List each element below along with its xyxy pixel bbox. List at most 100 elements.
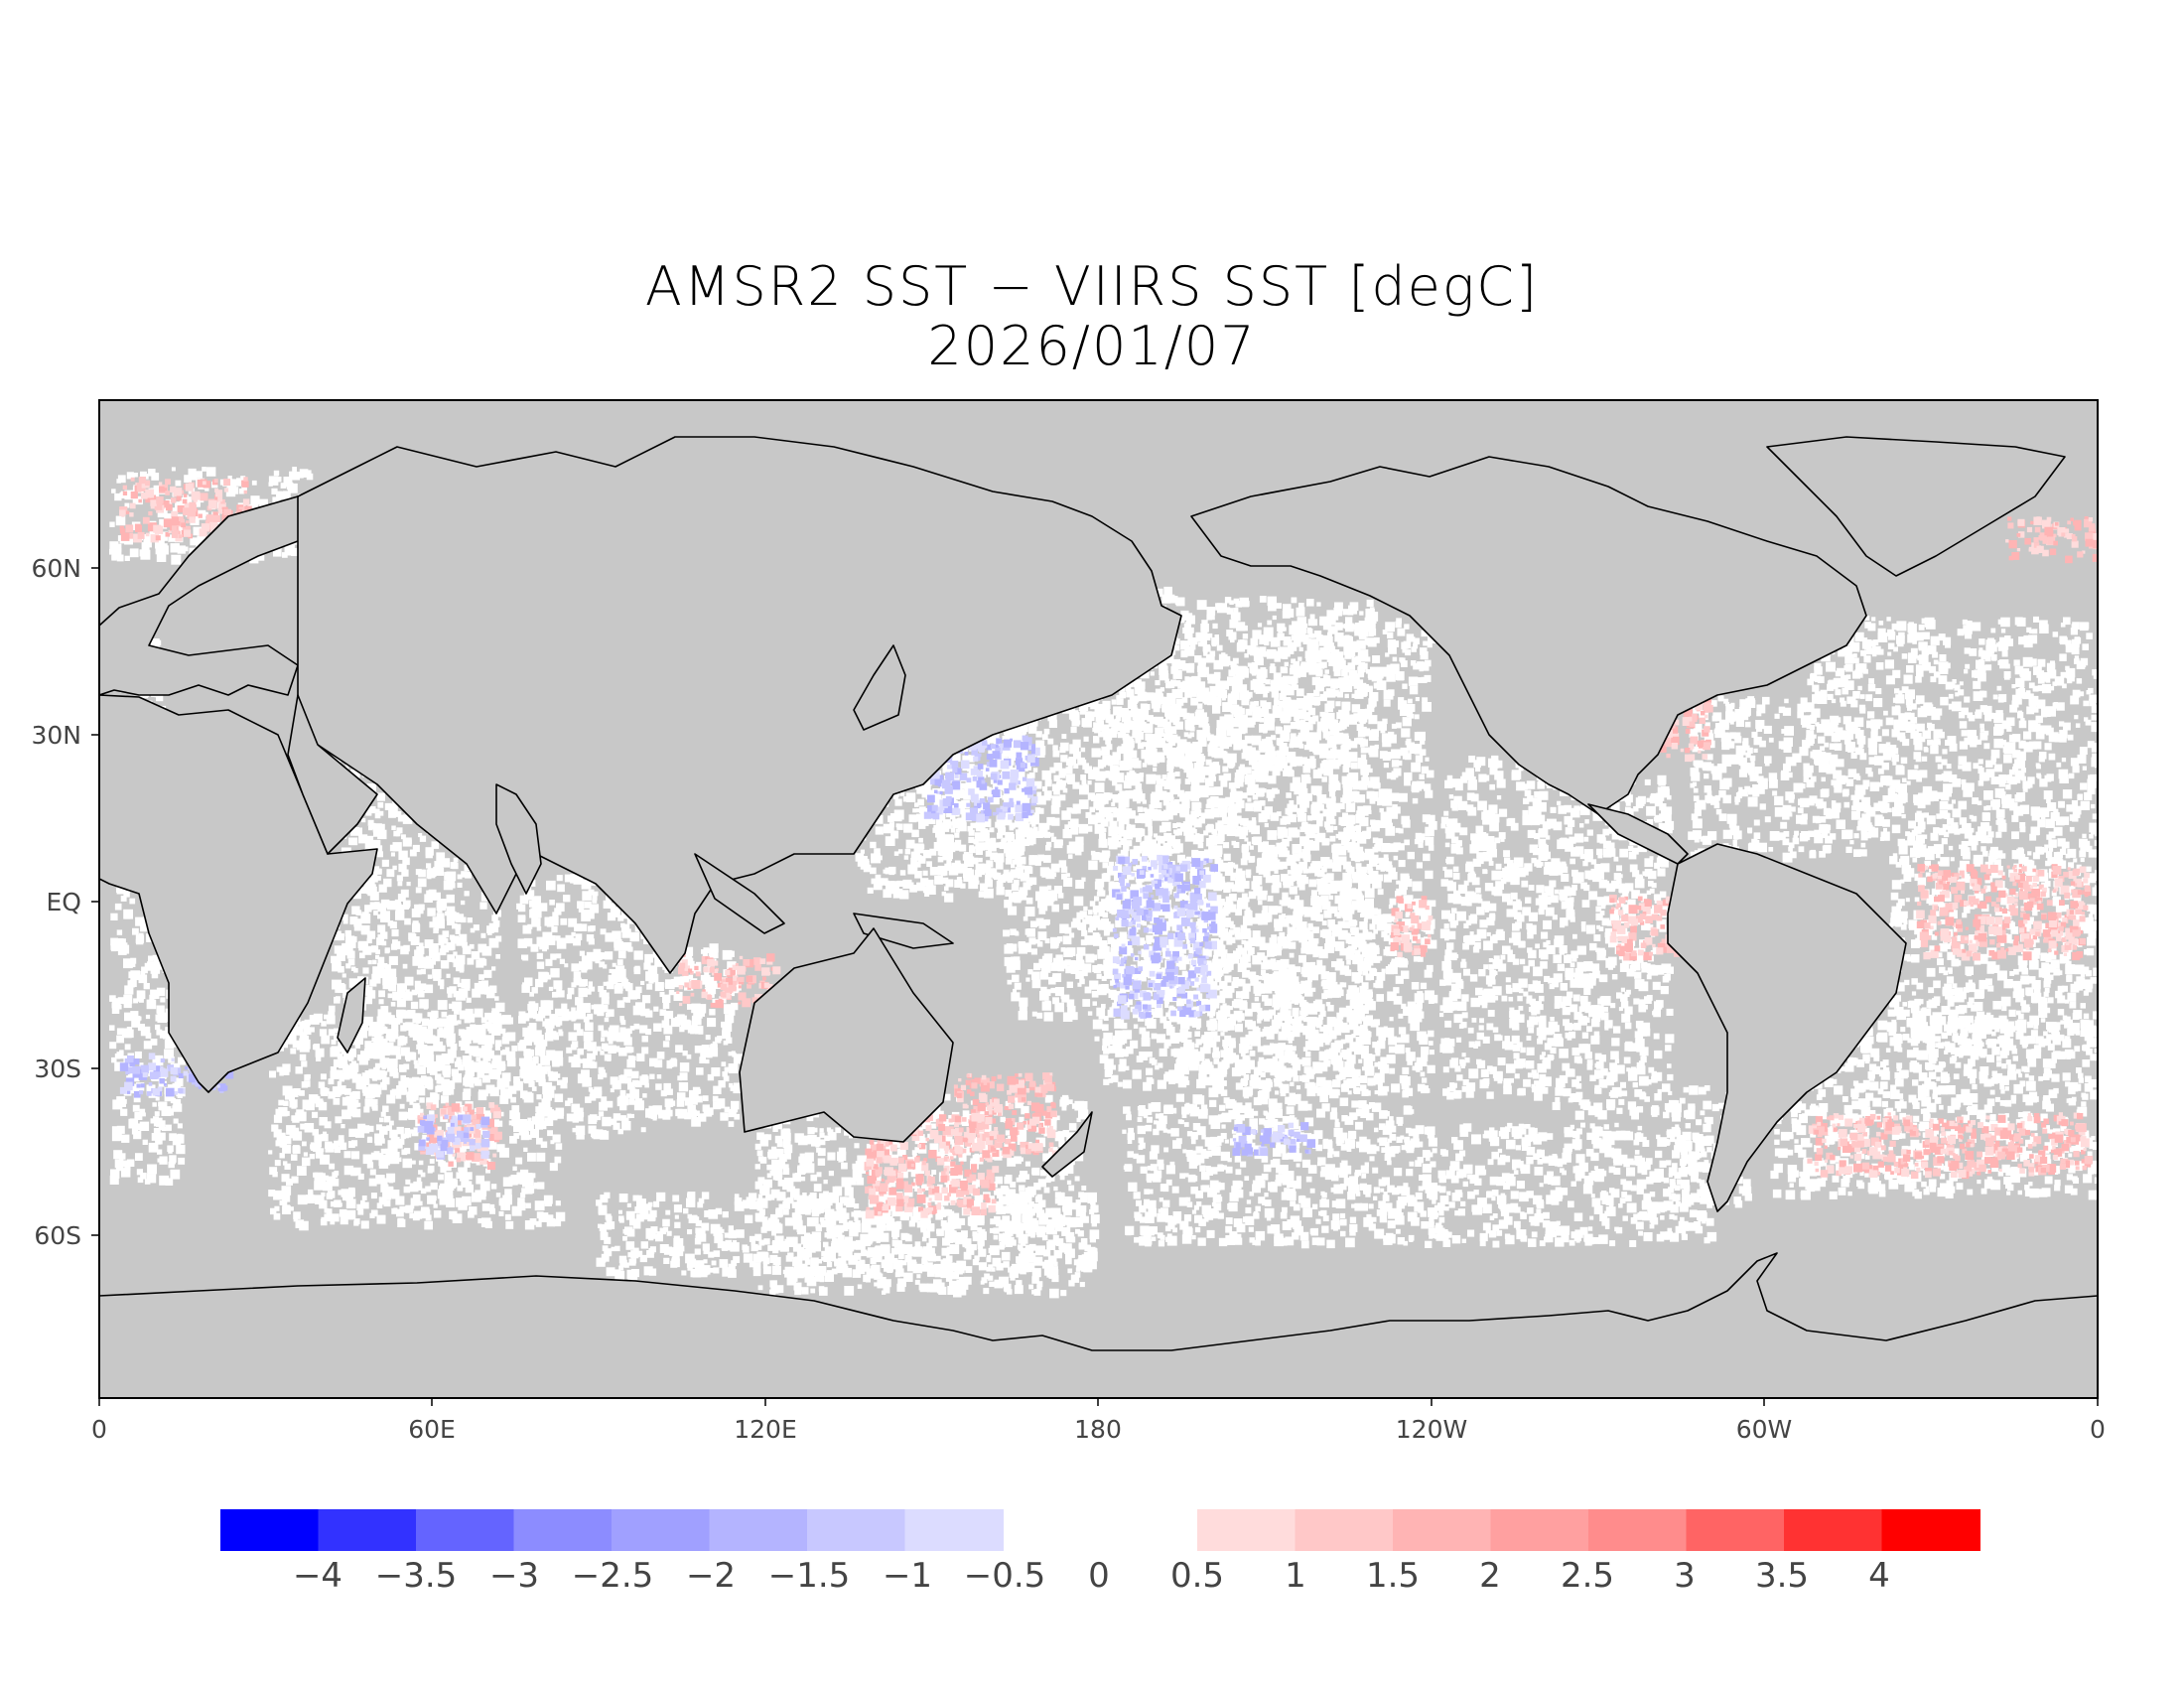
data-cell xyxy=(371,1104,378,1111)
data-cell xyxy=(571,963,580,972)
data-cell xyxy=(310,1144,316,1150)
data-cell xyxy=(130,957,137,964)
data-cell xyxy=(381,859,389,867)
data-cell xyxy=(471,951,480,960)
data-cell xyxy=(1043,1131,1049,1137)
data-cell xyxy=(396,1126,404,1135)
data-cell xyxy=(926,1247,935,1257)
data-cell xyxy=(369,1212,375,1218)
data-cell xyxy=(601,996,610,1005)
data-cell xyxy=(659,1009,667,1016)
data-cell xyxy=(119,1153,126,1160)
data-cell xyxy=(1076,1117,1081,1122)
data-cell xyxy=(549,900,555,906)
data-cell xyxy=(177,1123,183,1129)
data-cell xyxy=(635,986,642,993)
data-cell xyxy=(422,1035,430,1042)
data-cell xyxy=(1063,1164,1074,1175)
data-cell xyxy=(338,1135,344,1141)
data-cell xyxy=(377,801,384,808)
data-cell xyxy=(734,988,740,994)
data-cell xyxy=(403,944,410,952)
data-cell xyxy=(1009,822,1016,829)
data-cell xyxy=(443,1027,453,1036)
data-cell xyxy=(457,1148,466,1157)
data-cell xyxy=(1074,1272,1081,1278)
data-cell xyxy=(916,844,924,852)
data-cell xyxy=(1049,1176,1055,1182)
data-cell xyxy=(111,1006,120,1014)
data-cell xyxy=(628,1098,635,1105)
data-cell xyxy=(547,1070,554,1077)
data-cell xyxy=(447,1178,457,1188)
data-cell xyxy=(1010,1182,1017,1189)
data-cell xyxy=(641,1036,648,1043)
data-cell xyxy=(1081,1215,1089,1223)
data-cell xyxy=(523,937,533,947)
data-cell xyxy=(520,1169,529,1179)
data-cell xyxy=(522,1094,528,1100)
data-cell xyxy=(861,1249,868,1257)
data-cell xyxy=(395,911,405,920)
data-cell xyxy=(251,480,257,486)
data-cell xyxy=(862,1264,870,1272)
data-cell xyxy=(136,1169,143,1176)
data-cell xyxy=(700,1048,710,1058)
data-cell xyxy=(1065,1257,1072,1265)
data-cell xyxy=(573,1062,578,1067)
data-cell xyxy=(706,980,713,988)
data-cell xyxy=(290,1048,297,1055)
data-cell xyxy=(995,1176,1003,1185)
data-cell xyxy=(411,1160,416,1165)
data-cell xyxy=(446,973,451,978)
data-cell xyxy=(976,842,986,851)
data-cell xyxy=(614,985,623,994)
data-cell xyxy=(548,986,554,991)
data-cell xyxy=(476,1175,484,1185)
data-cell xyxy=(928,1238,937,1247)
data-cell xyxy=(378,1159,389,1169)
data-cell xyxy=(342,918,348,924)
data-cell xyxy=(467,917,473,923)
data-cell xyxy=(770,1285,779,1294)
data-cell xyxy=(660,1090,667,1097)
data-cell xyxy=(109,521,115,527)
data-cell xyxy=(131,1018,141,1028)
data-cell xyxy=(492,1022,502,1032)
data-cell xyxy=(837,1151,847,1161)
data-cell xyxy=(350,827,359,836)
data-cell xyxy=(121,1160,129,1168)
data-cell xyxy=(642,1093,647,1098)
data-cell xyxy=(347,958,355,966)
data-cell xyxy=(363,986,373,996)
data-cell xyxy=(455,1002,463,1009)
data-cell xyxy=(485,1050,494,1059)
data-cell xyxy=(390,852,395,857)
data-cell xyxy=(517,914,526,922)
data-cell xyxy=(124,555,130,561)
data-cell xyxy=(910,857,917,865)
data-cell xyxy=(468,1210,475,1218)
data-cell xyxy=(1075,1153,1084,1162)
data-cell xyxy=(806,1114,814,1122)
data-cell xyxy=(728,950,735,957)
data-cell xyxy=(466,997,472,1003)
data-cell xyxy=(395,831,401,837)
data-cell xyxy=(376,1214,386,1224)
data-cell xyxy=(622,997,628,1003)
data-cell xyxy=(677,1092,686,1101)
data-cell xyxy=(419,999,429,1009)
data-cell xyxy=(413,1127,420,1134)
data-cell xyxy=(452,922,458,929)
data-cell xyxy=(912,1206,922,1217)
data-cell xyxy=(980,830,988,838)
data-cell xyxy=(323,1131,328,1136)
data-cell xyxy=(415,869,422,876)
data-cell xyxy=(1013,879,1020,886)
data-cell xyxy=(599,1101,608,1111)
data-cell xyxy=(419,835,427,842)
data-cell xyxy=(602,1116,612,1127)
data-cell xyxy=(623,1068,632,1077)
data-cell xyxy=(568,1055,575,1063)
data-cell xyxy=(530,1129,539,1138)
